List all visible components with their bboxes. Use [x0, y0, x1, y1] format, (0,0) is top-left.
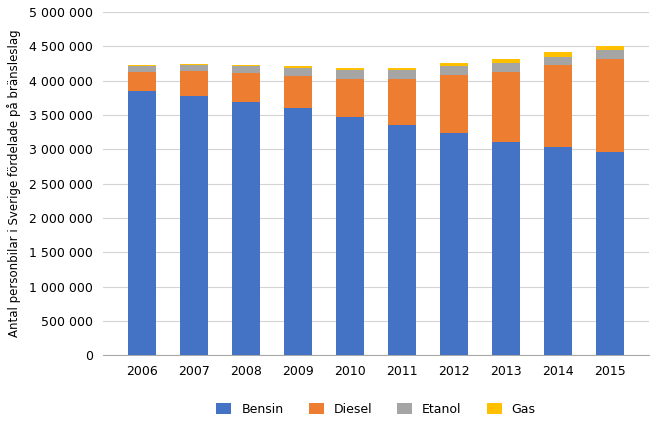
- Bar: [128, 91, 156, 355]
- Bar: [440, 75, 468, 134]
- Bar: [128, 71, 156, 91]
- Bar: [544, 56, 572, 65]
- Bar: [232, 73, 260, 102]
- Bar: [544, 65, 572, 146]
- Bar: [492, 59, 520, 63]
- Bar: [284, 108, 312, 355]
- Bar: [440, 63, 468, 66]
- Legend: Bensin, Diesel, Etanol, Gas: Bensin, Diesel, Etanol, Gas: [216, 403, 536, 416]
- Y-axis label: Antal personbilar i Sverige fördelade på bränsleslag: Antal personbilar i Sverige fördelade på…: [7, 30, 21, 337]
- Bar: [492, 71, 520, 142]
- Bar: [388, 125, 417, 355]
- Bar: [180, 96, 209, 355]
- Bar: [180, 65, 209, 71]
- Bar: [232, 65, 260, 66]
- Bar: [128, 66, 156, 71]
- Bar: [544, 53, 572, 56]
- Bar: [128, 65, 156, 66]
- Bar: [336, 68, 364, 70]
- Bar: [336, 79, 364, 117]
- Bar: [336, 70, 364, 79]
- Bar: [284, 76, 312, 108]
- Bar: [492, 142, 520, 355]
- Bar: [596, 51, 625, 59]
- Bar: [284, 66, 312, 68]
- Bar: [596, 152, 625, 355]
- Bar: [232, 102, 260, 355]
- Bar: [596, 59, 625, 152]
- Bar: [388, 70, 417, 79]
- Bar: [284, 68, 312, 76]
- Bar: [336, 117, 364, 355]
- Bar: [388, 68, 417, 70]
- Bar: [440, 66, 468, 75]
- Bar: [440, 134, 468, 355]
- Bar: [492, 63, 520, 71]
- Bar: [388, 79, 417, 125]
- Bar: [232, 66, 260, 73]
- Bar: [544, 146, 572, 355]
- Bar: [596, 46, 625, 51]
- Bar: [180, 64, 209, 65]
- Bar: [180, 71, 209, 96]
